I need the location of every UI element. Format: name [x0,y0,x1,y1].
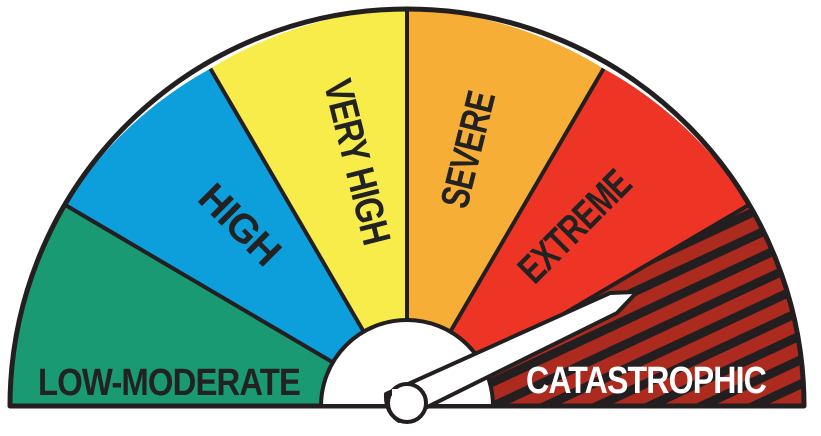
sector-very-high [210,9,407,406]
sector-extreme [407,68,749,406]
needle-pivot-cover [392,389,416,409]
label-low-moderate: LOW-MODERATE [38,362,300,404]
sector-high [65,68,408,406]
sector-low-moderate [10,205,407,406]
label-catastrophic: CATASTROPHIC [526,360,766,402]
gauge-outline [7,6,807,409]
sector-severe [407,9,604,406]
